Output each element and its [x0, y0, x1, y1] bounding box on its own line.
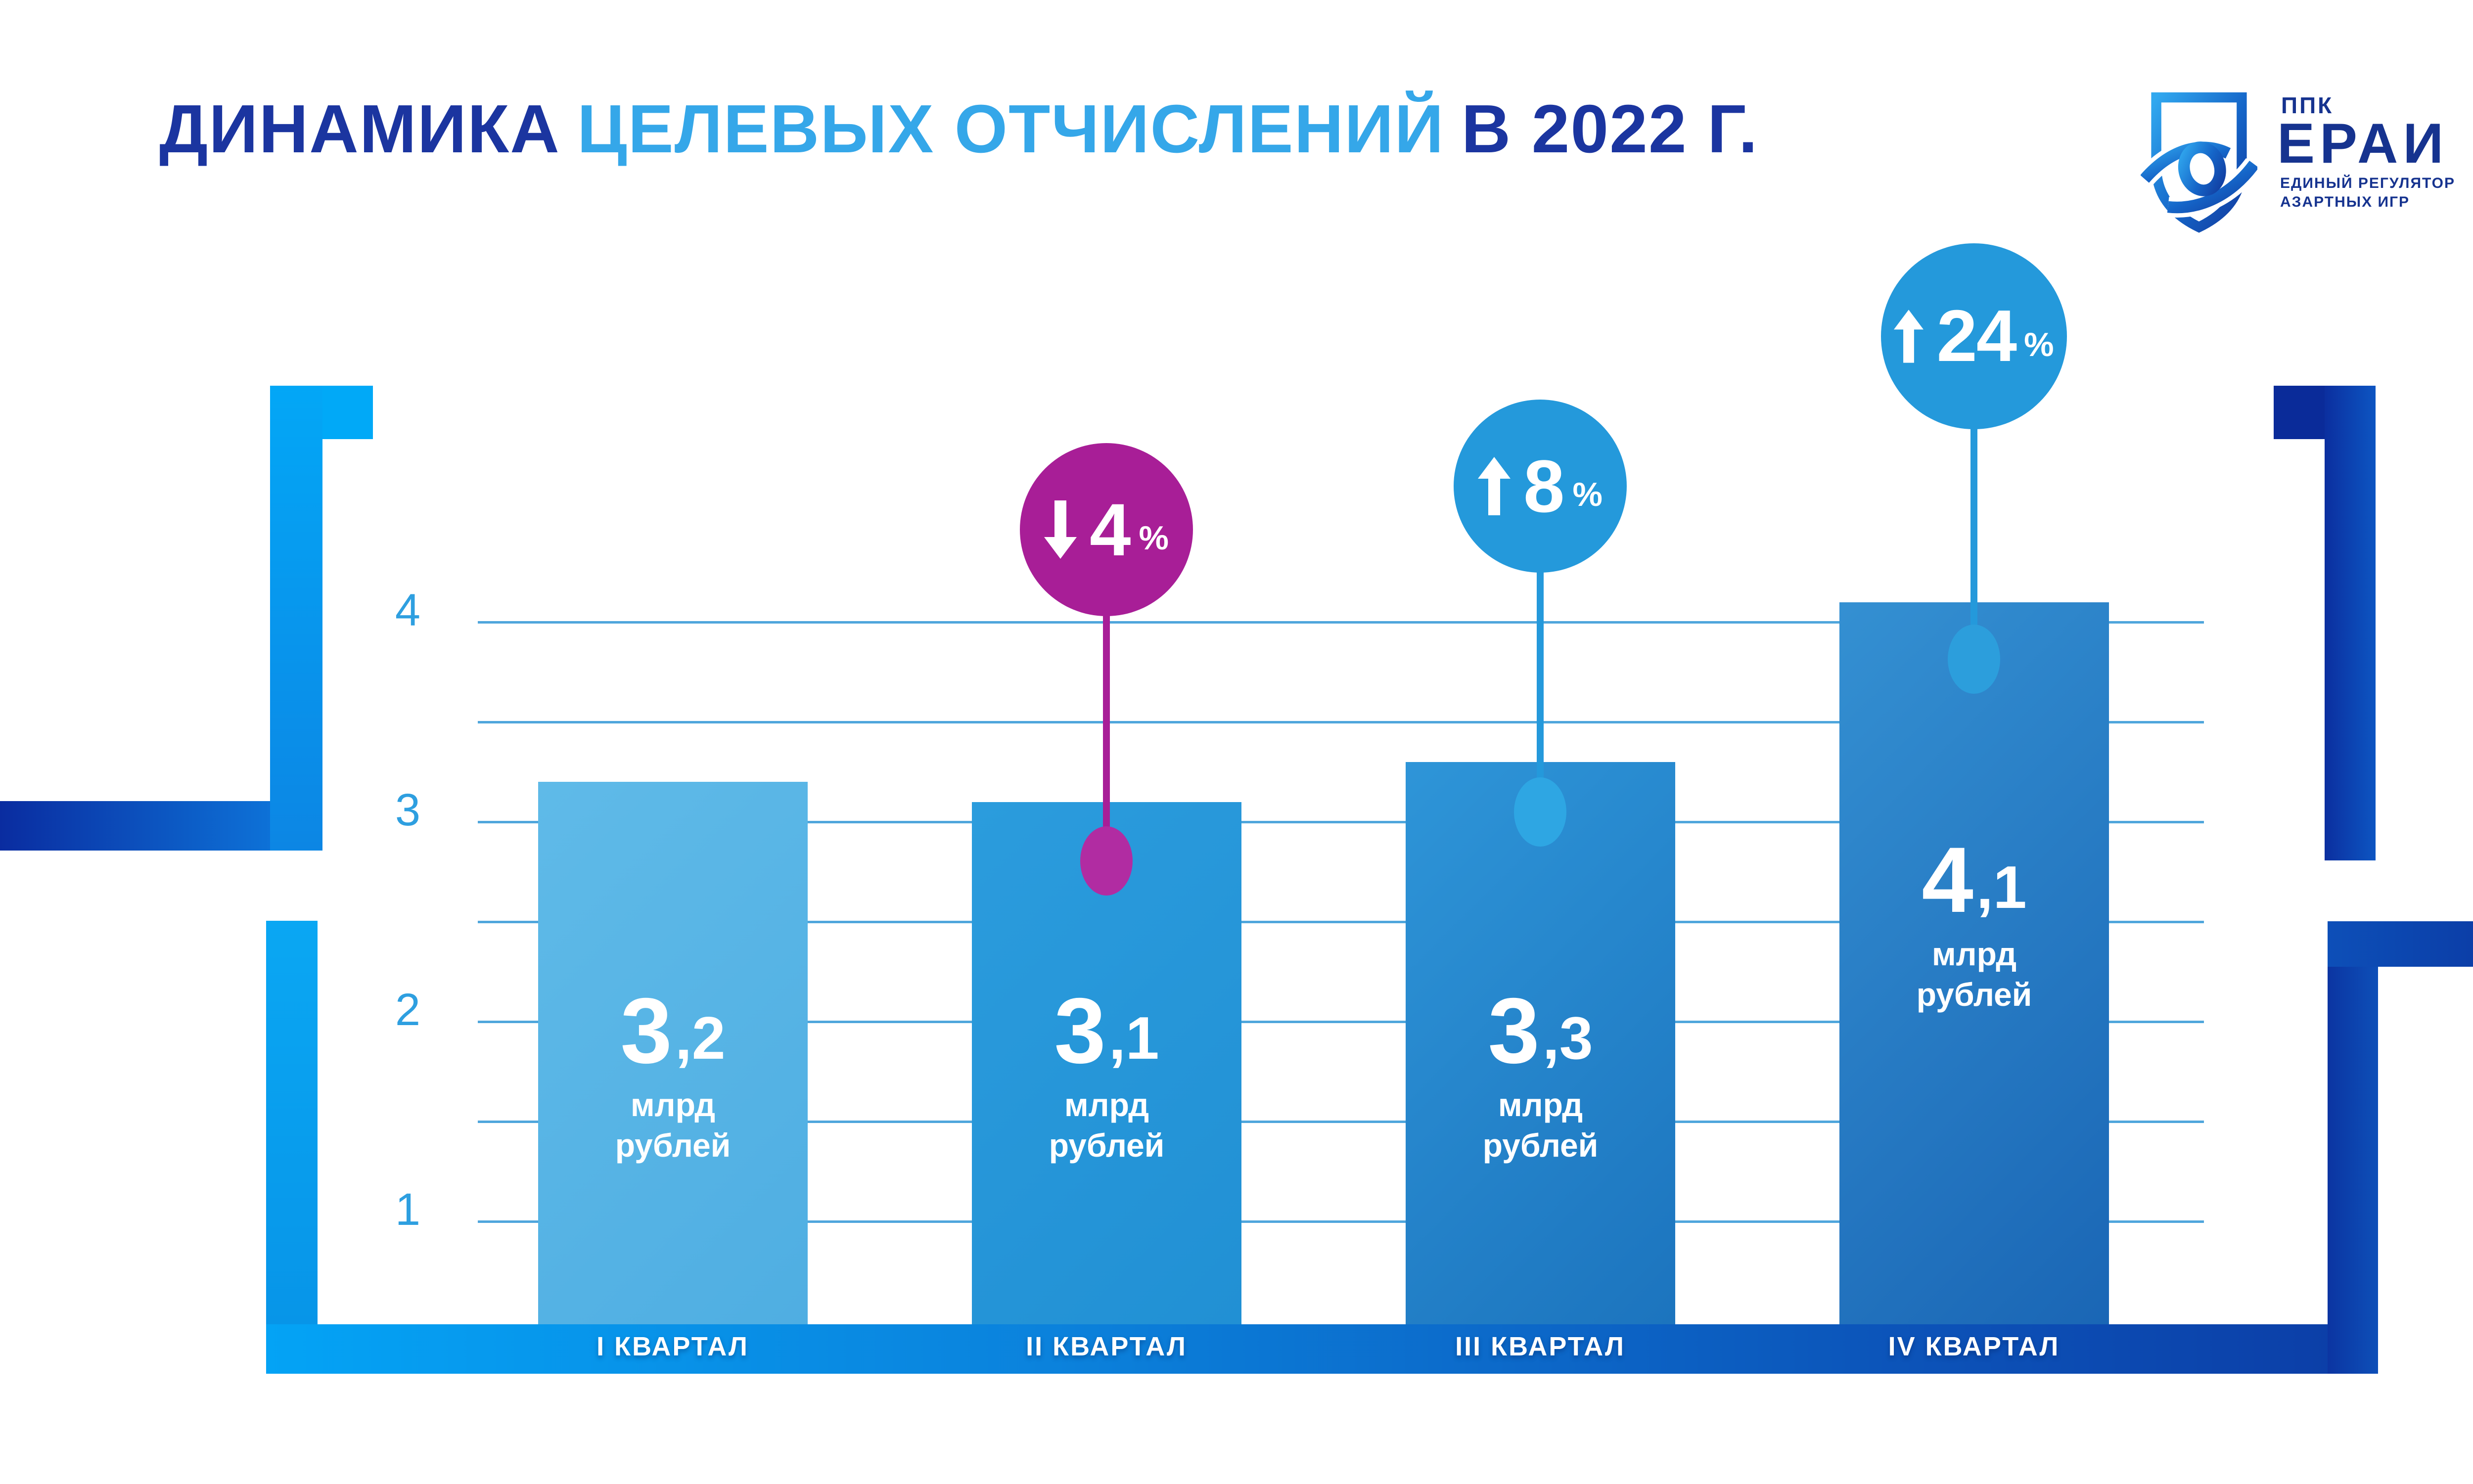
decor-top-right-stub — [2274, 386, 2325, 439]
percent-sign: % — [1139, 519, 1169, 557]
gridline-1_5 — [478, 1121, 2204, 1123]
title-part-1: ДИНАМИКА — [159, 91, 560, 167]
badge-stem-quarter-4 — [1970, 425, 1977, 660]
pct-change-value: 24 — [1936, 295, 2017, 377]
gridline-2_5 — [478, 921, 2204, 923]
title-part-3: В 2022 Г. — [1461, 91, 1759, 167]
pct-change-badge-quarter-3: 8 % — [1454, 400, 1627, 573]
bar-value-label: 4,1 млрд рублей — [1916, 828, 2032, 1013]
arrow-down-icon — [1044, 500, 1077, 559]
y-axis-tick-1: 1 — [395, 1184, 420, 1235]
bar-quarter-1: 3,2 млрд рублей — [538, 782, 808, 1324]
decor-top-left-stub — [322, 386, 373, 439]
arrow-up-icon — [1894, 310, 1924, 363]
decor-bottom-right-horizontal-bar — [2328, 921, 2473, 967]
arrow-up-icon — [1478, 457, 1511, 515]
logo-shield-icon — [2141, 92, 2257, 233]
decor-top-right-vertical-bar — [2325, 386, 2376, 860]
percent-sign: % — [2024, 326, 2054, 363]
decor-bottom-right-vertical-bar — [2328, 921, 2378, 1374]
y-axis-tick-2: 2 — [395, 985, 420, 1035]
decor-top-left-horizontal-bar — [0, 801, 322, 851]
badge-stem-quarter-3 — [1537, 566, 1544, 813]
x-axis-label-quarter-1: I КВАРТАЛ — [596, 1332, 749, 1361]
gridline-2_0 — [478, 1021, 2204, 1023]
logo-org-type: ППК — [2281, 92, 2334, 118]
y-axis-tick-3: 3 — [395, 785, 420, 835]
logo-tagline-line2: АЗАРТНЫХ ИГР — [2280, 194, 2410, 210]
gridline-3_0 — [478, 821, 2204, 823]
pct-change-badge-quarter-2: 4 % — [1020, 443, 1193, 616]
badge-anchor-dot-quarter-4 — [1948, 625, 2000, 694]
badge-anchor-dot-quarter-3 — [1514, 777, 1566, 847]
gridline-1_0 — [478, 1220, 2204, 1223]
logo-org-name: ЕРАИ — [2277, 112, 2449, 175]
title-part-2: ЦЕЛЕВЫХ ОТЧИСЛЕНИЙ — [577, 91, 1445, 167]
decor-bottom-left-vertical-bar — [266, 921, 318, 1324]
gridline-4_0 — [478, 621, 2204, 624]
bar-quarter-3: 3,3 млрд рублей — [1406, 762, 1675, 1324]
badge-stem-quarter-2 — [1103, 608, 1110, 860]
pct-change-value: 8 — [1523, 445, 1565, 528]
page-title: ДИНАМИКА ЦЕЛЕВЫХ ОТЧИСЛЕНИЙ В 2022 Г. — [159, 90, 1758, 169]
logo-tagline: ЕДИНЫЙ РЕГУЛЯТОР АЗАРТНЫХ ИГР — [2280, 174, 2455, 212]
x-axis-bottom-bar — [266, 1324, 2328, 1374]
bar-quarter-4: 4,1 млрд рублей — [1839, 602, 2109, 1324]
y-axis-tick-4: 4 — [395, 585, 420, 635]
pct-change-badge-quarter-4: 24 % — [1881, 243, 2067, 429]
x-axis-label-quarter-4: IV КВАРТАЛ — [1888, 1332, 2060, 1361]
gridline-3_5 — [478, 721, 2204, 723]
x-axis-label-quarter-2: II КВАРТАЛ — [1026, 1332, 1187, 1361]
decor-top-left-vertical-bar — [270, 386, 322, 851]
bar-value-label: 3,2 млрд рублей — [615, 979, 731, 1164]
bar-value-label: 3,3 млрд рублей — [1482, 979, 1599, 1164]
bar-value-label: 3,1 млрд рублей — [1049, 979, 1165, 1164]
pct-change-value: 4 — [1090, 488, 1131, 571]
x-axis-label-quarter-3: III КВАРТАЛ — [1455, 1332, 1625, 1361]
badge-anchor-dot-quarter-2 — [1080, 826, 1133, 896]
logo-tagline-line1: ЕДИНЫЙ РЕГУЛЯТОР — [2280, 175, 2455, 191]
percent-sign: % — [1572, 476, 1603, 513]
